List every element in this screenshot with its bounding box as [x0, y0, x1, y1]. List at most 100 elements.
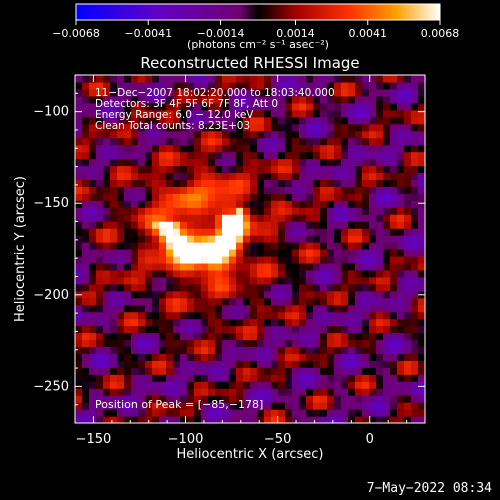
heatmap-cell [404, 81, 412, 90]
heatmap-cell [131, 409, 139, 417]
heatmap-cell [327, 214, 335, 222]
heatmap-cell [271, 102, 279, 111]
heatmap-cell [215, 318, 223, 327]
heatmap-cell [215, 137, 223, 146]
heatmap-cell [187, 269, 195, 278]
heatmap-cell [110, 409, 118, 417]
heatmap-cell [292, 165, 300, 174]
heatmap-cell [187, 165, 195, 174]
heatmap-cell [285, 332, 293, 341]
heatmap-cell [376, 381, 384, 389]
heatmap-cell [103, 318, 111, 327]
heatmap-cell [404, 332, 412, 341]
heatmap-cell [124, 269, 132, 278]
heatmap-cell [397, 158, 405, 167]
heatmap-cell [159, 193, 167, 201]
heatmap-cell [355, 388, 363, 396]
heatmap-cell [215, 75, 223, 83]
heatmap-cell [383, 374, 391, 382]
heatmap-cell [355, 381, 363, 389]
heatmap-cell [152, 95, 160, 104]
heatmap-cell [103, 388, 111, 396]
heatmap-cell [229, 200, 237, 208]
heatmap-cell [201, 221, 209, 229]
heatmap-cell [411, 137, 419, 146]
heatmap-cell [201, 381, 209, 389]
heatmap-cell [180, 165, 188, 174]
heatmap-cell [138, 395, 146, 403]
heatmap-cell [89, 214, 97, 222]
chart-title: Reconstructed RHESSI Image [140, 54, 359, 72]
heatmap-cell [243, 235, 251, 243]
heatmap-cell [320, 255, 328, 264]
heatmap-cell [194, 109, 202, 118]
heatmap-cell [369, 158, 377, 167]
heatmap-cell [299, 283, 307, 292]
annotation-line: Clean Total counts: 8.23E+03 [95, 120, 250, 132]
heatmap-cell [320, 249, 328, 257]
heatmap-cell [348, 81, 356, 90]
heatmap-cell [341, 172, 349, 180]
heatmap-cell [166, 353, 174, 361]
heatmap-cell [243, 269, 251, 278]
heatmap-cell [334, 416, 342, 423]
heatmap-cell [145, 269, 153, 278]
heatmap-cell [131, 381, 139, 389]
heatmap-cell [418, 402, 425, 410]
heatmap-cell [418, 339, 425, 348]
heatmap-cell [222, 102, 230, 111]
heatmap-cell [222, 318, 230, 327]
heatmap-cell [341, 88, 349, 97]
heatmap-cell [152, 151, 160, 160]
heatmap-cell [173, 402, 181, 410]
heatmap-cell [292, 116, 300, 125]
heatmap-cell [250, 186, 258, 194]
heatmap-cell [341, 402, 349, 410]
heatmap-cell [334, 102, 342, 111]
heatmap-cell [124, 235, 132, 243]
heatmap-cell [243, 255, 251, 264]
heatmap-cell [138, 200, 146, 208]
heatmap-cell [75, 95, 83, 104]
heatmap-cell [411, 151, 419, 160]
heatmap-cell [306, 151, 314, 160]
heatmap-cell [397, 165, 405, 174]
heatmap-cell [103, 130, 111, 139]
heatmap-cell [173, 304, 181, 313]
heatmap-cell [152, 200, 160, 208]
heatmap-cell [278, 353, 286, 361]
heatmap-cell [236, 214, 244, 222]
heatmap-cell [334, 318, 342, 327]
heatmap-cell [257, 165, 265, 174]
heatmap-cell [110, 395, 118, 403]
heatmap-cell [236, 151, 244, 160]
heatmap-cell [215, 102, 223, 111]
heatmap-cell [348, 416, 356, 423]
heatmap-cell [166, 130, 174, 139]
heatmap-cell [362, 283, 370, 292]
heatmap-cell [159, 144, 167, 153]
heatmap-cell [362, 214, 370, 222]
heatmap-cell [320, 193, 328, 201]
heatmap-cell [264, 158, 272, 167]
heatmap-cell [194, 339, 202, 348]
heatmap-cell [103, 214, 111, 222]
heatmap-cell [390, 151, 398, 160]
heatmap-cell [194, 123, 202, 132]
heatmap-cell [131, 346, 139, 354]
heatmap-cell [271, 311, 279, 320]
heatmap-cell [348, 395, 356, 403]
heatmap-cell [278, 102, 286, 111]
heatmap-cell [327, 151, 335, 160]
heatmap-cell [397, 318, 405, 327]
heatmap-cell [327, 186, 335, 194]
heatmap-cell [89, 402, 97, 410]
heatmap-cell [320, 81, 328, 90]
heatmap-cell [215, 388, 223, 396]
heatmap-cell [418, 346, 425, 354]
heatmap-cell [145, 290, 153, 299]
heatmap-cell [292, 304, 300, 313]
heatmap-cell [404, 130, 412, 139]
heatmap-cell [208, 95, 216, 104]
heatmap-cell [390, 172, 398, 180]
